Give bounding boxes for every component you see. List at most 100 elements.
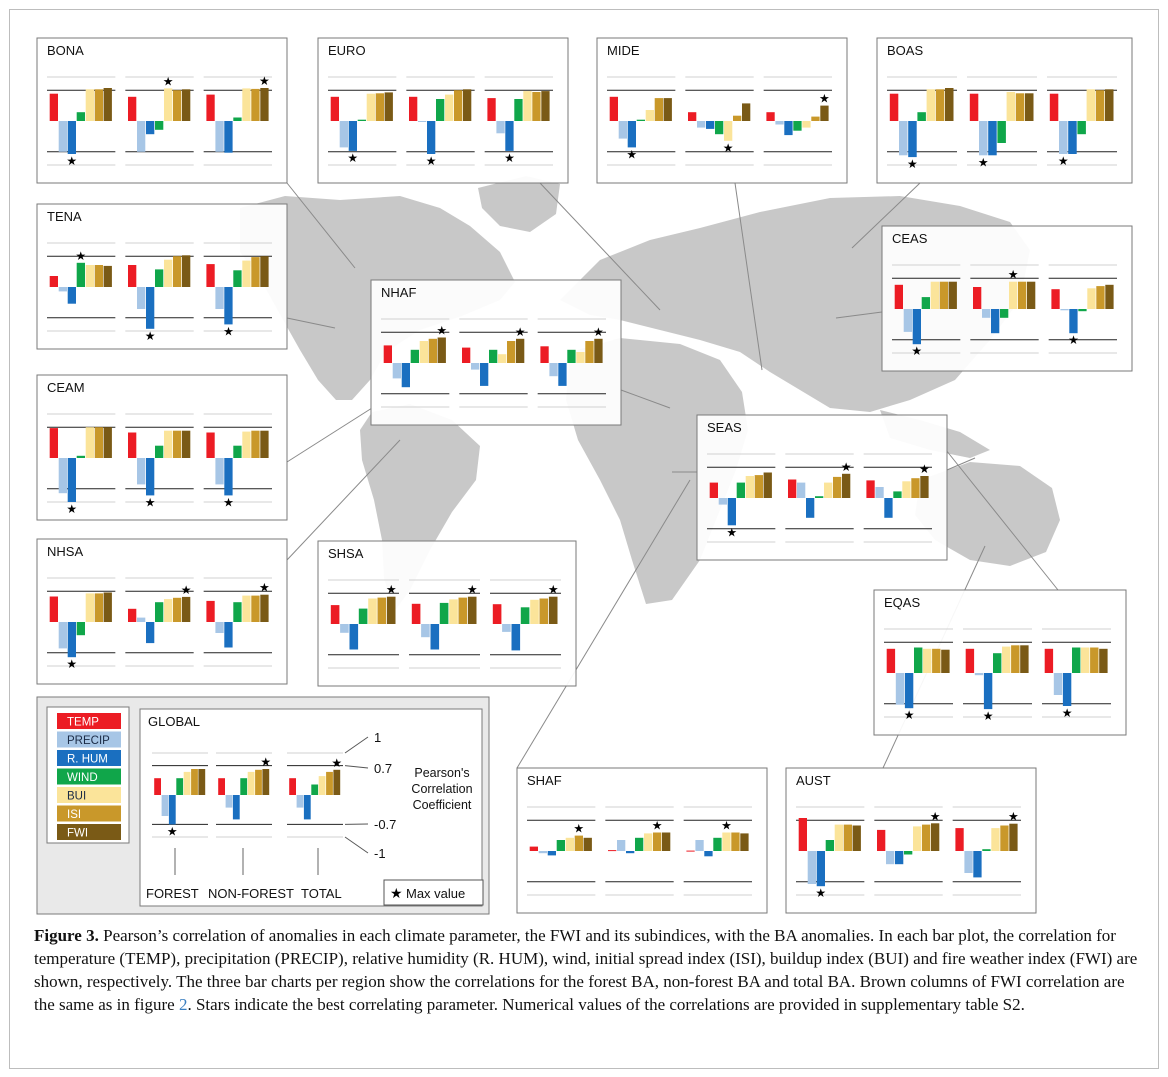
bar-precip <box>215 458 224 485</box>
leader-line <box>620 389 671 409</box>
max-value-star-icon: ★ <box>723 141 734 155</box>
bar-wind <box>76 262 85 287</box>
bar-fwi <box>662 832 671 851</box>
bar-fwi <box>931 823 940 851</box>
bar-fwi <box>594 338 603 363</box>
bar-bui <box>926 89 936 121</box>
bar-wind <box>914 647 923 673</box>
bar-fwi <box>103 265 112 287</box>
bar-bui <box>722 832 731 851</box>
bar-bui <box>183 771 191 795</box>
bar-rhum <box>146 622 155 644</box>
bar-fwi <box>1009 823 1018 851</box>
figure-caption: Figure 3. Pearson’s correlation of anoma… <box>34 924 1144 1016</box>
bar-isi <box>173 430 182 458</box>
bar-isi <box>94 265 103 287</box>
bar-isi <box>326 771 333 795</box>
max-value-star-icon: ★ <box>390 886 403 902</box>
bar-rhum <box>626 851 635 854</box>
color-key-label: WIND <box>67 772 98 784</box>
bar-precip <box>886 851 895 865</box>
bar-precip <box>215 287 224 309</box>
bar-wind <box>155 121 164 130</box>
bar-fwi <box>333 769 341 795</box>
bar-chart-forest: ★ <box>892 264 961 358</box>
leader-line <box>286 439 401 561</box>
bar-precip <box>895 673 905 705</box>
max-value-star-icon: ★ <box>223 495 234 509</box>
bar-rhum <box>146 121 155 135</box>
bar-precip <box>1053 673 1063 695</box>
bar-chart-non-forest: ★ <box>409 579 480 669</box>
caption-figure-ref-link[interactable]: 2 <box>178 995 188 1014</box>
leader-line <box>286 317 336 329</box>
bar-chart-forest: ★ <box>381 318 450 408</box>
color-key-label: FWI <box>67 828 88 840</box>
bar-temp <box>1049 93 1059 121</box>
max-value-star-icon: ★ <box>904 708 915 722</box>
panel-eqas: EQAS ★ ★ ★ <box>873 589 1127 736</box>
bar-bui <box>1002 646 1011 673</box>
bar-wind <box>1072 647 1081 673</box>
map-australia <box>915 462 1060 566</box>
color-key-swatch <box>57 805 121 822</box>
bar-fwi <box>945 88 954 121</box>
leader-line <box>286 182 356 269</box>
bar-temp <box>955 828 964 851</box>
bar-isi <box>251 595 260 622</box>
color-key-swatch <box>57 768 121 785</box>
bar-bui <box>1006 92 1016 121</box>
bar-isi <box>1015 93 1025 121</box>
bar-precip <box>471 363 480 370</box>
bar-temp <box>409 96 418 121</box>
bar-chart-forest: ★ <box>707 453 776 543</box>
bar-wind <box>635 837 644 851</box>
bar-bui <box>318 776 326 795</box>
panel-bona: BONA ★ ★ ★ <box>36 37 288 184</box>
bar-chart-non-forest: ★ <box>125 74 194 166</box>
max-value-star-icon: ★ <box>66 502 77 516</box>
bar-rhum <box>912 309 921 345</box>
scale-title-line: Pearson's <box>414 766 469 780</box>
bar-precip <box>225 795 233 808</box>
bar-rhum <box>904 673 914 709</box>
bar-precip <box>296 795 304 808</box>
bar-isi <box>532 92 541 121</box>
bar-precip <box>718 498 727 505</box>
bar-precip <box>418 121 427 122</box>
panel-title: SHSA <box>328 546 364 561</box>
panel-shsa: SHSA ★ ★ ★ <box>317 540 577 687</box>
color-key-label: BUI <box>67 791 86 803</box>
max-value-star-icon: ★ <box>386 583 397 597</box>
scale-label: -1 <box>374 846 386 861</box>
bar-wind <box>715 121 724 135</box>
bar-chart-total: ★ <box>537 318 606 408</box>
bar-fwi <box>941 649 950 673</box>
bar-temp <box>49 276 58 287</box>
bar-rhum <box>168 795 176 825</box>
bar-chart-total: ★ <box>203 242 272 338</box>
max-value-label: Max value <box>406 886 465 901</box>
bar-chart-forest: ★ <box>328 579 399 669</box>
bar-wind <box>1077 121 1086 135</box>
bar-temp <box>969 93 979 121</box>
bar-rhum <box>224 121 233 153</box>
bar-bui <box>913 826 922 851</box>
bar-rhum <box>224 458 233 496</box>
bar-rhum <box>67 622 76 658</box>
bar-temp <box>330 96 339 121</box>
figure-frame <box>9 9 1159 1069</box>
bar-wind <box>514 99 523 121</box>
max-value-star-icon: ★ <box>841 460 852 474</box>
panel-title: CEAM <box>47 380 85 395</box>
bar-temp <box>154 778 161 795</box>
max-value-star-icon: ★ <box>1008 268 1019 282</box>
bar-temp <box>128 608 137 622</box>
bar-fwi <box>437 337 446 363</box>
bar-fwi <box>842 473 851 498</box>
bar-isi <box>1096 286 1105 309</box>
bar-fwi <box>740 833 749 851</box>
bar-bui <box>645 110 654 121</box>
bar-isi <box>1011 645 1020 673</box>
max-value-star-icon: ★ <box>167 824 178 838</box>
